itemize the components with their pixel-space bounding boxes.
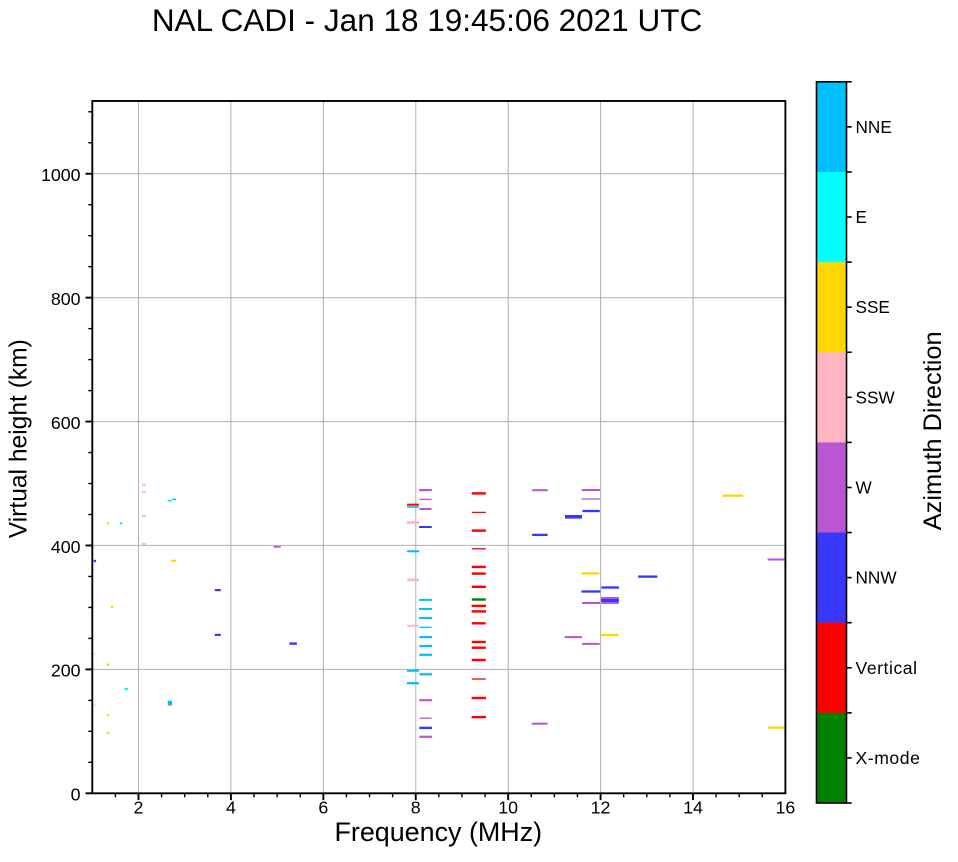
svg-text:Azimuth Direction: Azimuth Direction xyxy=(919,331,947,530)
svg-text:12: 12 xyxy=(591,797,611,817)
svg-text:E: E xyxy=(856,207,867,227)
svg-text:200: 200 xyxy=(51,661,81,681)
svg-text:800: 800 xyxy=(51,289,81,309)
svg-text:NNW: NNW xyxy=(856,568,898,588)
svg-text:SSE: SSE xyxy=(856,297,890,317)
svg-text:16: 16 xyxy=(776,797,796,817)
svg-text:8: 8 xyxy=(411,797,421,817)
svg-text:Vertical: Vertical xyxy=(856,658,918,678)
svg-text:6: 6 xyxy=(318,797,328,817)
svg-text:2: 2 xyxy=(134,797,144,817)
svg-text:10: 10 xyxy=(498,797,518,817)
svg-text:X-mode: X-mode xyxy=(856,748,921,768)
svg-text:NNE: NNE xyxy=(856,117,892,137)
svg-text:0: 0 xyxy=(71,785,81,805)
svg-text:NAL CADI - Jan 18 19:45:06 202: NAL CADI - Jan 18 19:45:06 2021 UTC xyxy=(152,2,702,38)
svg-text:14: 14 xyxy=(683,797,703,817)
svg-text:SSW: SSW xyxy=(856,387,896,407)
svg-text:4: 4 xyxy=(226,797,236,817)
svg-text:Virtual height (km): Virtual height (km) xyxy=(5,339,32,538)
svg-text:600: 600 xyxy=(51,413,81,433)
svg-text:1000: 1000 xyxy=(41,165,81,185)
svg-text:400: 400 xyxy=(51,537,81,557)
svg-text:Frequency (MHz): Frequency (MHz) xyxy=(334,817,542,847)
svg-text:W: W xyxy=(856,477,873,497)
